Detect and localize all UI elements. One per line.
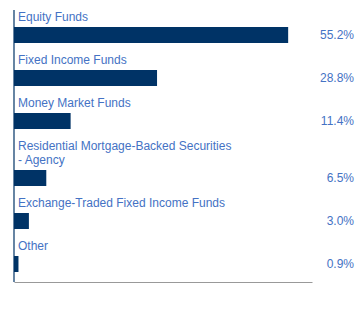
baseline xyxy=(13,10,14,282)
category-label: Other xyxy=(18,239,48,253)
bar xyxy=(14,213,29,229)
category-label-line: Money Market Funds xyxy=(18,96,131,110)
chart-container: Equity Funds Fixed Income Funds Money Mark… xyxy=(0,0,360,336)
x-axis xyxy=(15,282,313,283)
bar xyxy=(14,70,157,86)
labels: Equity Funds Fixed Income Funds Money Mark… xyxy=(18,10,354,271)
category-label-line: Equity Funds xyxy=(18,10,88,24)
category-label-line: Other xyxy=(18,239,48,253)
bar xyxy=(14,256,18,272)
category-label-line: - Agency xyxy=(18,153,65,167)
category-label: Residential Mortgage-Backed Securities- … xyxy=(18,139,231,167)
category-label: Equity Funds xyxy=(18,10,88,24)
value-label: 3.0% xyxy=(327,214,355,228)
bar xyxy=(14,170,46,186)
category-label: Money Market Funds xyxy=(18,96,131,110)
category-label-line: Fixed Income Funds xyxy=(18,53,127,67)
value-label: 0.9% xyxy=(327,257,355,271)
chart-svg: Equity Funds Fixed Income Funds Money Mark… xyxy=(0,0,360,336)
category-label-line: Exchange-Traded Fixed Income Funds xyxy=(18,196,225,210)
value-label: 28.8% xyxy=(320,71,354,85)
bar xyxy=(14,113,71,129)
bar xyxy=(14,27,288,43)
bars xyxy=(14,27,288,272)
value-label: 6.5% xyxy=(327,171,355,185)
category-label-line: Residential Mortgage-Backed Securities xyxy=(18,139,231,153)
category-label: Exchange-Traded Fixed Income Funds xyxy=(18,196,225,210)
value-label: 55.2% xyxy=(320,28,354,42)
category-label: Fixed Income Funds xyxy=(18,53,127,67)
axis-line xyxy=(15,282,313,283)
value-label: 11.4% xyxy=(321,114,354,128)
